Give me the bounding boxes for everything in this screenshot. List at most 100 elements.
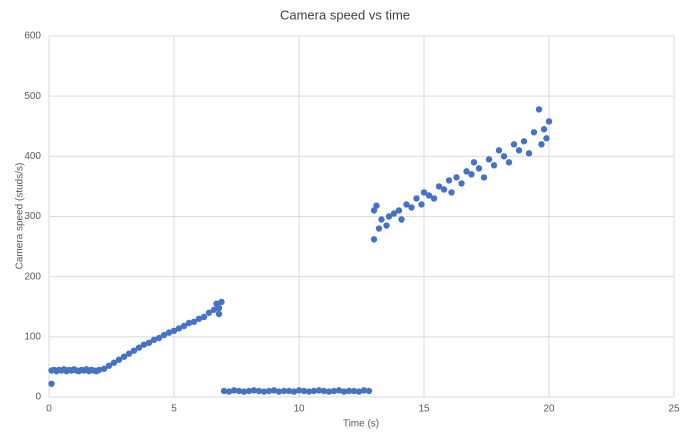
point — [515, 147, 523, 154]
point — [225, 388, 233, 395]
chart-title: Camera speed vs time — [280, 7, 410, 22]
point — [48, 380, 55, 387]
point — [240, 388, 248, 395]
point — [255, 387, 263, 395]
point — [543, 135, 550, 142]
point — [270, 387, 278, 394]
point — [175, 325, 183, 332]
point — [218, 298, 225, 306]
point — [378, 216, 385, 223]
point — [395, 207, 403, 214]
point — [525, 150, 533, 157]
point — [370, 236, 378, 243]
point — [520, 138, 528, 145]
point — [505, 159, 513, 166]
point — [95, 366, 103, 374]
point — [330, 387, 338, 395]
point — [115, 356, 123, 363]
y-tick-label: 500 — [24, 91, 41, 102]
x-tick-label: 10 — [293, 404, 305, 415]
point — [340, 388, 348, 395]
point — [485, 156, 493, 163]
point — [130, 347, 138, 354]
x-tick-label: 20 — [543, 404, 555, 415]
point — [445, 177, 453, 184]
point — [495, 147, 503, 154]
point — [285, 387, 293, 395]
point — [280, 387, 288, 395]
point — [265, 387, 273, 395]
point — [215, 310, 223, 318]
point — [540, 126, 548, 133]
point — [135, 344, 143, 351]
point — [100, 365, 108, 372]
point — [365, 387, 373, 395]
point — [325, 388, 333, 395]
point — [250, 387, 258, 394]
point — [310, 387, 318, 395]
x-axis-label: Time (s) — [343, 419, 379, 430]
point — [383, 222, 390, 229]
point — [350, 387, 358, 395]
x-tick-label: 5 — [171, 404, 177, 415]
point — [408, 204, 415, 211]
point — [458, 180, 465, 187]
point — [315, 387, 323, 394]
point — [355, 388, 363, 395]
point — [510, 141, 518, 148]
y-tick-label: 0 — [35, 392, 41, 403]
point — [418, 201, 425, 208]
point — [220, 387, 228, 395]
point — [468, 171, 475, 178]
point — [275, 388, 283, 395]
point — [375, 225, 383, 232]
point — [500, 153, 508, 160]
x-tick-label: 25 — [668, 404, 680, 415]
point — [120, 353, 128, 360]
point — [260, 388, 268, 395]
point — [155, 334, 163, 342]
point — [538, 141, 545, 148]
point — [140, 341, 148, 348]
point — [373, 202, 380, 209]
point — [335, 387, 343, 394]
point — [205, 309, 213, 316]
point — [430, 195, 438, 202]
point — [215, 304, 223, 312]
point — [403, 201, 410, 208]
point — [398, 216, 405, 223]
point — [165, 329, 173, 336]
point — [535, 106, 543, 113]
point — [170, 327, 178, 335]
point — [370, 207, 378, 214]
y-axis-label: Camera speed (studs/s) — [15, 163, 26, 270]
point — [105, 362, 113, 369]
y-tick-label: 200 — [24, 271, 41, 282]
point — [545, 118, 553, 125]
point — [463, 168, 470, 175]
point — [345, 387, 353, 395]
x-tick-label: 15 — [418, 404, 430, 415]
point — [150, 336, 158, 344]
point — [145, 339, 153, 347]
point — [475, 165, 483, 172]
point — [480, 174, 488, 181]
point — [425, 192, 433, 199]
point — [110, 359, 118, 366]
point — [385, 213, 393, 220]
point — [230, 387, 238, 394]
point — [453, 174, 460, 181]
y-tick-label: 300 — [24, 211, 41, 222]
point — [180, 322, 188, 330]
y-tick-label: 600 — [24, 31, 41, 42]
point — [470, 159, 478, 166]
point — [190, 318, 198, 325]
point — [390, 210, 398, 217]
point — [160, 331, 168, 339]
point — [295, 387, 303, 394]
point — [235, 387, 243, 395]
point — [300, 387, 308, 395]
point — [490, 162, 498, 169]
